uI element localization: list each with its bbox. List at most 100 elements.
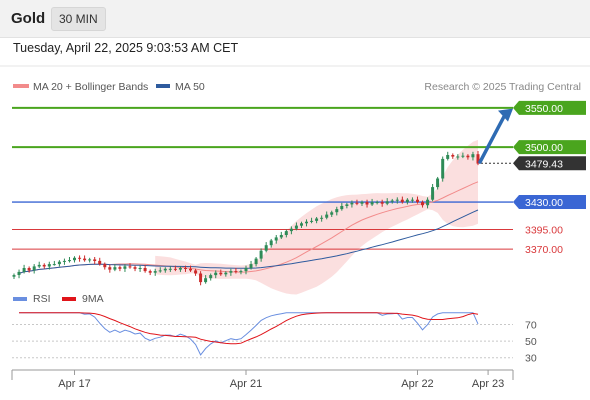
candle-body: [456, 156, 460, 158]
candle-body: [405, 199, 409, 203]
candle-body: [98, 260, 102, 264]
candle-body: [325, 214, 329, 218]
candle-body: [73, 257, 76, 261]
ma50-line: [18, 209, 479, 274]
candle-body: [57, 261, 61, 265]
legend-ma50-label: MA 50: [175, 81, 205, 93]
candle-body: [153, 271, 157, 273]
rsi-panel: 70 50 30: [12, 312, 537, 365]
forecast-arrow-shaft: [478, 112, 507, 164]
candle-body: [27, 268, 31, 271]
resistance-tag: [513, 100, 586, 115]
pivot-tag: [513, 195, 586, 210]
level-tags: 3550.00 3500.00 3479.43 3430.00 3395.00 3370.…: [513, 100, 586, 256]
candle-body: [395, 199, 399, 201]
candle-body: [315, 218, 319, 221]
candle-body: [471, 154, 475, 158]
candle-body: [163, 268, 167, 271]
candle-body: [62, 260, 66, 262]
candle-body: [22, 268, 26, 272]
candle-body: [239, 271, 243, 273]
candle-body: [118, 267, 122, 269]
candle-body: [330, 212, 334, 215]
candle-body: [340, 206, 344, 210]
resistance-tag: [513, 140, 586, 155]
candle-body: [68, 260, 71, 262]
level-lines: [12, 106, 513, 250]
candle-body: [446, 155, 450, 159]
candle-body: [108, 267, 112, 270]
x-tick-label: Apr 23: [472, 378, 504, 390]
candle-body: [385, 201, 389, 204]
candle-body: [17, 271, 21, 275]
candle-body: [320, 217, 324, 219]
support-label: 3395.00: [525, 225, 563, 237]
candle-body: [138, 268, 142, 269]
timeframe-button[interactable]: 30 MIN: [51, 7, 106, 31]
candle-body: [219, 272, 223, 275]
candle-body: [103, 264, 107, 268]
candle-body: [355, 202, 359, 204]
candle-body: [244, 268, 248, 272]
candle-body: [436, 178, 440, 188]
candle-body: [375, 202, 379, 204]
candle-body: [476, 154, 480, 164]
top-bar: Gold 30 MIN: [0, 0, 590, 38]
rsi-line: [19, 312, 479, 356]
last_price-tag-label: 3479.43: [525, 158, 563, 170]
legend-rsi-label: RSI: [33, 293, 51, 305]
candle-body: [42, 264, 46, 267]
candle-body: [189, 268, 192, 271]
candles: [12, 151, 480, 286]
candle-body: [360, 202, 364, 204]
x-axis-ticks: Apr 17 Apr 21 Apr 22 Apr 23: [58, 370, 504, 390]
candle-body: [229, 271, 233, 273]
x-tick-label: Apr 21: [230, 378, 262, 390]
candle-body: [350, 202, 354, 205]
candle-body: [224, 272, 228, 275]
candle-body: [365, 202, 369, 205]
legend-9ma-swatch: [62, 297, 76, 301]
candle-body: [466, 155, 470, 158]
legend-ma50-swatch: [156, 84, 170, 88]
candle-body: [234, 271, 238, 273]
candle-body: [199, 273, 203, 283]
legend-9ma-label: 9MA: [82, 293, 104, 305]
candle-body: [113, 267, 117, 270]
candle-body: [254, 258, 258, 265]
moving-averages: [18, 181, 479, 274]
candle-body: [12, 275, 16, 277]
legend-rsi-swatch: [13, 297, 27, 301]
candle-body: [335, 209, 339, 213]
candle-body: [259, 250, 263, 259]
candle-body: [410, 199, 414, 201]
candle-body: [294, 225, 298, 229]
candle-body: [279, 235, 283, 238]
credit-text: Research © 2025 Trading Central: [424, 81, 581, 93]
candle-body: [178, 268, 182, 270]
candle-body: [143, 268, 147, 272]
candle-body: [380, 202, 384, 204]
candle-body: [274, 237, 278, 241]
forecast-arrow: [478, 108, 513, 164]
candle-body: [204, 278, 208, 283]
candle-body: [269, 240, 273, 246]
timestamp: Tuesday, April 22, 2025 9:03:53 AM CET: [13, 41, 239, 55]
candle-body: [421, 202, 424, 206]
candle-body: [431, 187, 435, 200]
candle-body: [184, 268, 187, 269]
candle-body: [52, 264, 56, 266]
resistance-tag-label: 3550.00: [525, 103, 563, 115]
candle-body: [88, 259, 92, 261]
rsi-tick-label: 50: [525, 336, 537, 348]
rsi-9ma-line: [19, 312, 479, 345]
candle-body: [173, 268, 177, 270]
candle-body: [426, 199, 430, 206]
candle-body: [249, 264, 253, 268]
candle-body: [209, 275, 213, 279]
candle-body: [133, 267, 137, 269]
candle-body: [158, 270, 162, 272]
candle-body: [310, 220, 314, 222]
candle-body: [305, 221, 308, 224]
candle-body: [300, 223, 303, 226]
